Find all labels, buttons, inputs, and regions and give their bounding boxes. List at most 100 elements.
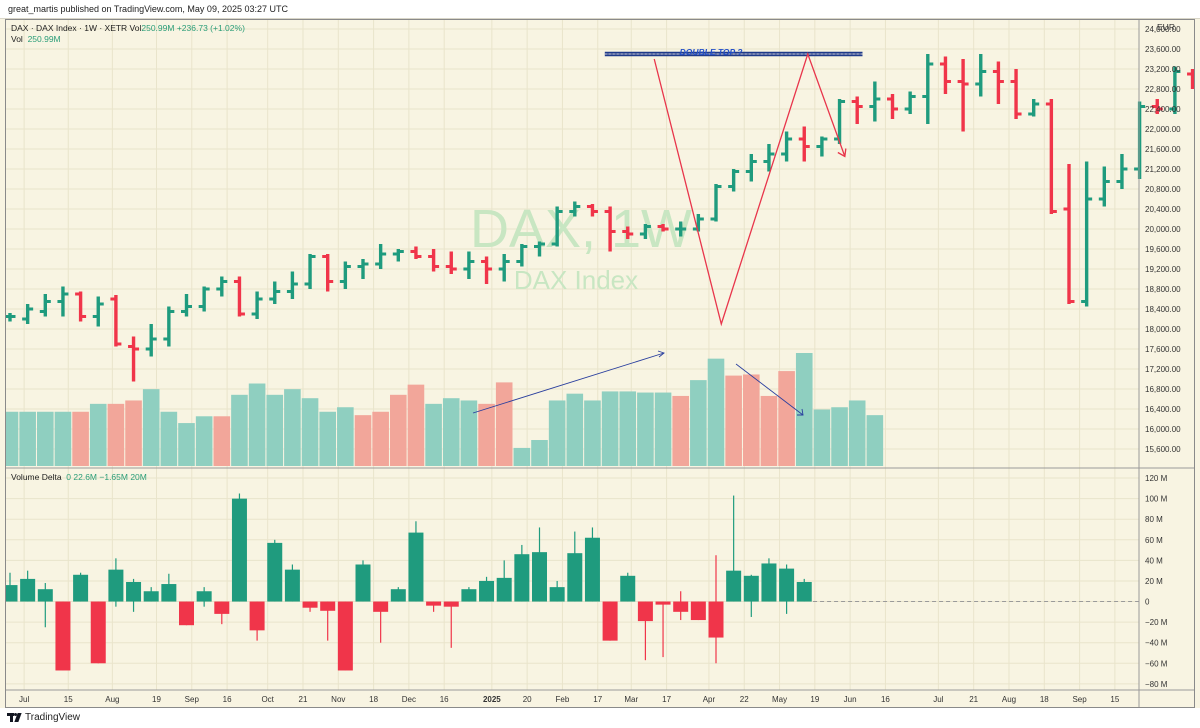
volume-bar: [337, 407, 354, 466]
volume-bar: [460, 400, 478, 466]
time-tick-label: Jul: [933, 695, 943, 704]
price-bar: [1028, 99, 1040, 117]
delta-bar: [73, 572, 89, 602]
price-tick-label: 20,400.00: [1145, 205, 1181, 214]
price-bar: [1063, 164, 1075, 304]
chart-frame[interactable]: DAX, 1W DAX Index DOUBLE TOP ? EUR 24,000…: [5, 19, 1195, 708]
delta-bar: [496, 560, 512, 602]
price-bar: [198, 286, 210, 312]
volume-bar: [531, 440, 548, 466]
price-bar: [1010, 69, 1022, 119]
delta-bar: [796, 578, 812, 602]
delta-tick-label: 40 M: [1145, 556, 1163, 565]
price-bar: [251, 291, 263, 319]
delta-bar-body: [690, 601, 706, 621]
price-bar: [639, 224, 651, 239]
price-bar: [992, 61, 1004, 104]
price-bar: [445, 251, 457, 274]
delta-bar-body: [320, 601, 336, 611]
time-tick-label: 16: [440, 695, 449, 704]
time-tick-label: 17: [593, 695, 602, 704]
price-tick-label: 22,000.00: [1145, 125, 1181, 134]
volume-bar: [813, 409, 831, 466]
volume-bar: [743, 374, 760, 466]
volume-bar: [372, 411, 389, 466]
delta-bar-body: [549, 587, 565, 602]
delta-bar-body: [726, 570, 742, 602]
volume-bar: [319, 411, 336, 466]
delta-bar-body: [743, 575, 759, 602]
price-bar: [851, 96, 863, 124]
time-tick-label: 18: [369, 695, 378, 704]
delta-tick-label: −20 M: [1145, 618, 1168, 627]
delta-bar-body: [373, 601, 389, 612]
delta-tick-label: −40 M: [1145, 639, 1168, 648]
watermark-subtitle: DAX Index: [514, 265, 638, 295]
delta-bar: [214, 601, 230, 625]
v-pattern-line: [653, 51, 846, 327]
price-bar: [463, 251, 475, 279]
volume-bar: [654, 392, 672, 466]
delta-bar-body: [426, 601, 442, 606]
brand-name: TradingView: [25, 711, 81, 723]
delta-bar-body: [584, 537, 600, 602]
price-tick-label: 17,600.00: [1145, 345, 1181, 354]
tradingview-logo-icon: [7, 711, 22, 723]
volume-label: Vol: [11, 34, 23, 44]
volume-bar: [284, 389, 301, 466]
volume-bar: [89, 403, 107, 466]
price-bar: [181, 294, 192, 317]
volume-bar: [425, 403, 442, 466]
volume-bar: [125, 400, 142, 466]
price-bar: [1151, 99, 1163, 114]
volume-bar: [248, 383, 266, 466]
price-bar: [657, 224, 669, 232]
time-tick-label: Sep: [1072, 695, 1087, 704]
time-tick-label: 19: [810, 695, 819, 704]
time-tick-label: Jun: [844, 695, 857, 704]
delta-bar: [743, 574, 759, 617]
delta-bar: [179, 601, 194, 626]
delta-bar: [779, 564, 795, 614]
price-bar: [1098, 166, 1110, 207]
time-tick-label: 17: [662, 695, 671, 704]
price-bar: [816, 136, 828, 157]
grid: [6, 20, 1139, 690]
volume-bar: [213, 416, 231, 466]
price-bar: [75, 291, 87, 322]
price-bar: [710, 184, 722, 222]
price-bar: [869, 81, 881, 122]
publish-info: great_martis published on TradingView.co…: [8, 4, 288, 14]
delta-bar: [337, 601, 353, 671]
delta-bar-body: [708, 601, 724, 638]
tradingview-brand[interactable]: TradingView: [7, 711, 80, 723]
dax-weekly-chart[interactable]: DAX, 1W DAX Index DOUBLE TOP ? EUR24,000…: [6, 20, 1195, 708]
delta-bar: [37, 583, 53, 628]
price-tick-label: 19,600.00: [1145, 245, 1181, 254]
price-bar: [410, 246, 422, 259]
delta-bar-body: [443, 601, 459, 607]
price-bar: [392, 249, 404, 262]
price-bar: [975, 54, 987, 97]
delta-bar: [567, 531, 583, 602]
volume-bar: [354, 415, 372, 466]
delta-bar-body: [479, 580, 495, 602]
volume-bar: [6, 411, 19, 466]
price-bar: [534, 241, 545, 257]
price-tick-label: 18,000.00: [1145, 325, 1181, 334]
delta-bar-body: [337, 601, 353, 671]
delta-bar: [602, 601, 618, 641]
time-tick-label: Sep: [185, 695, 200, 704]
delta-label: Volume Delta: [11, 472, 62, 482]
price-bar: [622, 226, 634, 239]
price-bar: [481, 256, 493, 284]
delta-bar: [690, 601, 706, 621]
delta-tick-label: −80 M: [1145, 680, 1168, 689]
delta-values: 0 22.6M −1.65M 20M: [66, 472, 147, 482]
price-bar: [39, 294, 51, 317]
time-tick-label: Oct: [261, 695, 274, 704]
price-bar: [745, 154, 757, 182]
delta-bar-body: [37, 589, 53, 602]
price-tick-label: 16,800.00: [1145, 385, 1181, 394]
volume-value: 250.99M: [141, 23, 175, 33]
